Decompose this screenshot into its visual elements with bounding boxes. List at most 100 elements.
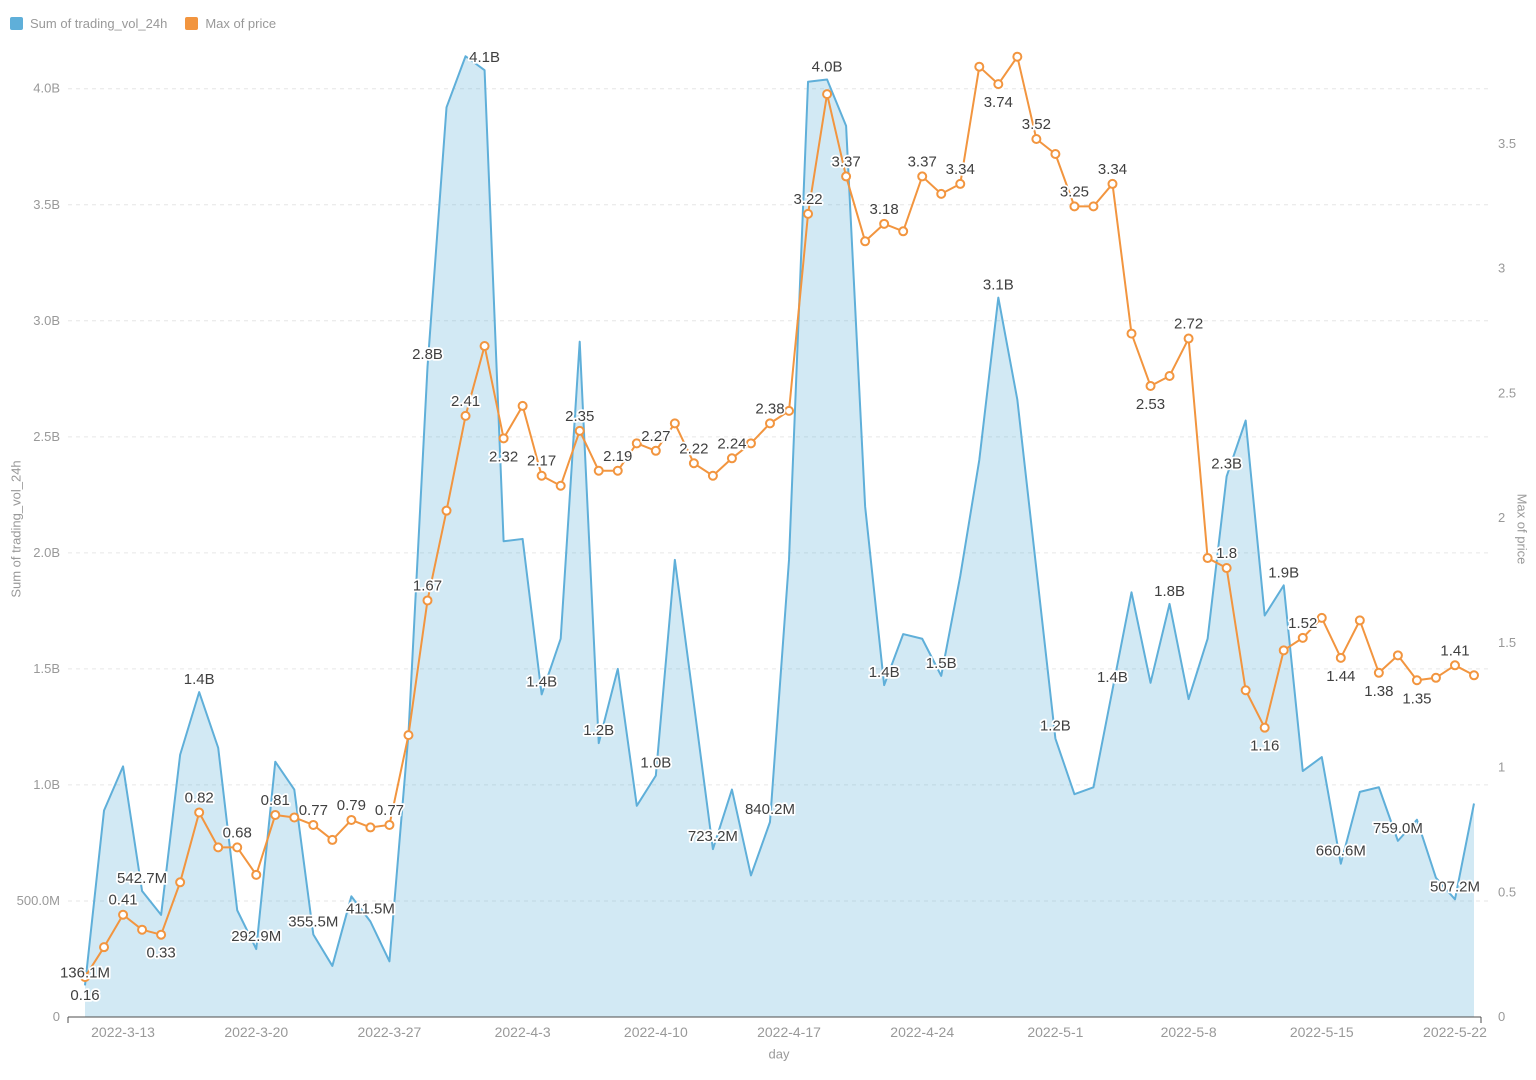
x-axis-tick-label: 2022-3-20 (224, 1024, 288, 1040)
volume-value-label: 1.4B (869, 664, 900, 681)
price-marker (422, 595, 433, 606)
right-axis-tick-label: 1 (1498, 760, 1505, 775)
price-value-label: 1.16 (1250, 738, 1279, 755)
volume-value-label: 840.2M (745, 801, 795, 818)
legend-swatch-volume-icon (10, 17, 23, 30)
price-marker (1126, 328, 1137, 339)
price-marker (1088, 201, 1099, 212)
volume-value-label: 1.4B (526, 673, 557, 690)
price-marker (574, 425, 585, 436)
price-value-label: 2.17 (527, 453, 556, 470)
price-marker (251, 869, 262, 880)
price-marker (99, 942, 110, 953)
price-marker (1449, 660, 1460, 671)
legend-swatch-price-icon (185, 17, 199, 30)
price-marker (1297, 632, 1308, 643)
price-value-label: 3.34 (1098, 161, 1127, 178)
price-value-label: 1.8 (1216, 545, 1237, 562)
price-marker (1469, 670, 1479, 681)
price-marker (289, 812, 300, 823)
price-marker (707, 470, 718, 481)
left-axis-tick-label: 3.5B (33, 197, 60, 212)
volume-value-label: 1.8B (1154, 583, 1185, 600)
price-value-label: 3.18 (870, 201, 899, 218)
volume-value-label: 759.0M (1373, 820, 1423, 837)
price-value-label: 3.74 (984, 94, 1013, 111)
volume-value-label: 2.3B (1211, 455, 1242, 472)
price-value-label: 2.27 (641, 428, 670, 445)
legend-item-max-price[interactable]: Max of price (185, 16, 276, 31)
price-marker (631, 438, 642, 449)
price-marker (1069, 201, 1080, 212)
right-axis-tick-label: 2.5 (1498, 385, 1516, 400)
volume-value-label: 723.2M (688, 828, 738, 845)
right-axis-tick-label: 0.5 (1498, 884, 1516, 899)
price-value-label: 2.53 (1136, 396, 1165, 413)
legend-label-price: Max of price (205, 16, 277, 31)
price-marker (308, 819, 319, 830)
x-axis-tick-label: 2022-5-22 (1423, 1024, 1487, 1040)
price-marker (194, 807, 205, 818)
price-marker (1278, 645, 1289, 656)
price-marker (726, 453, 737, 464)
volume-value-label: 4.1B (469, 49, 500, 66)
price-marker (175, 877, 186, 888)
price-marker (841, 171, 852, 182)
volume-value-label: 292.9M (231, 928, 281, 945)
price-marker (1335, 652, 1346, 663)
left-axis-tick-label: 500.0M (17, 893, 60, 908)
price-marker (346, 814, 357, 825)
price-marker (137, 924, 148, 935)
price-value-label: 3.22 (793, 191, 822, 208)
price-marker (688, 458, 699, 469)
price-marker (1316, 612, 1327, 623)
left-axis-tick-label: 1.0B (33, 777, 60, 792)
right-axis-tick-label: 1.5 (1498, 635, 1516, 650)
price-marker (784, 405, 795, 416)
price-marker (1240, 685, 1251, 696)
legend: Sum of trading_vol_24h Max of price (10, 16, 276, 31)
right-axis-tick-label: 3 (1498, 261, 1505, 276)
price-marker (270, 809, 281, 820)
price-marker (860, 236, 871, 247)
volume-value-label: 660.6M (1316, 843, 1366, 860)
price-marker (80, 972, 90, 983)
price-value-label: 1.44 (1326, 668, 1355, 685)
price-marker (1183, 333, 1194, 344)
price-value-label: 1.67 (413, 577, 442, 594)
volume-value-label: 355.5M (288, 914, 338, 931)
price-marker (917, 171, 928, 182)
price-value-label: 0.16 (70, 987, 99, 1004)
price-value-label: 0.77 (375, 802, 404, 819)
price-marker (1145, 380, 1156, 391)
x-axis-tick-label: 2022-5-8 (1161, 1024, 1217, 1040)
price-value-label: 3.37 (908, 153, 937, 170)
price-marker (1259, 722, 1270, 733)
price-marker (993, 79, 1004, 90)
price-marker (955, 178, 966, 189)
price-marker (1050, 148, 1061, 159)
price-value-label: 2.72 (1174, 316, 1203, 333)
price-value-label: 2.32 (489, 448, 518, 465)
price-value-label: 2.35 (565, 408, 594, 425)
price-marker (612, 465, 623, 476)
price-value-label: 0.33 (147, 945, 176, 962)
price-marker (213, 842, 224, 853)
price-value-label: 2.19 (603, 448, 632, 465)
volume-value-label: 542.7M (117, 870, 167, 887)
price-marker (764, 418, 775, 429)
volume-area (85, 56, 1474, 1018)
price-marker (879, 218, 890, 229)
volume-value-label: 2.8B (412, 346, 443, 363)
price-marker (650, 445, 661, 456)
left-axis-title: Sum of trading_vol_24h (8, 460, 24, 598)
left-axis-tick-label: 4.0B (33, 81, 60, 96)
legend-item-trading-volume[interactable]: Sum of trading_vol_24h (10, 16, 167, 31)
price-marker (365, 822, 376, 833)
right-axis-tick-label: 0 (1498, 1009, 1505, 1024)
price-marker (498, 433, 509, 444)
price-value-label: 2.38 (755, 400, 784, 417)
price-marker (118, 909, 129, 920)
volume-value-label: 411.5M (346, 901, 395, 918)
price-marker (1164, 370, 1175, 381)
